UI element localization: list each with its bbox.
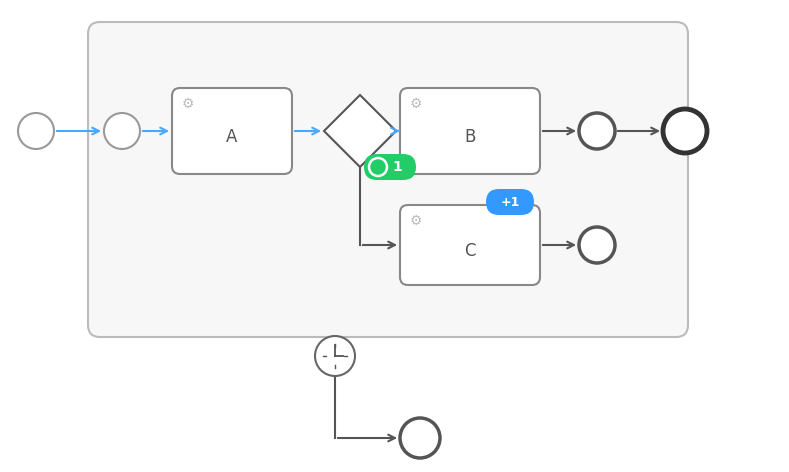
FancyBboxPatch shape [88,22,688,337]
Text: ⚙: ⚙ [409,214,422,228]
FancyBboxPatch shape [364,154,416,180]
Polygon shape [324,95,396,167]
Text: C: C [464,242,476,260]
Text: B: B [464,128,476,146]
FancyBboxPatch shape [486,189,534,215]
Circle shape [579,227,615,263]
FancyBboxPatch shape [172,88,292,174]
Circle shape [18,113,54,149]
Text: A: A [226,128,237,146]
Circle shape [315,336,355,376]
Circle shape [400,418,440,458]
Circle shape [663,109,707,153]
Text: ⚙: ⚙ [181,97,194,111]
Circle shape [369,158,387,176]
FancyBboxPatch shape [400,88,540,174]
Text: ⚙: ⚙ [409,97,422,111]
Text: +1: +1 [500,195,520,209]
Circle shape [579,113,615,149]
Circle shape [104,113,140,149]
Text: 1: 1 [392,160,402,174]
FancyBboxPatch shape [400,205,540,285]
